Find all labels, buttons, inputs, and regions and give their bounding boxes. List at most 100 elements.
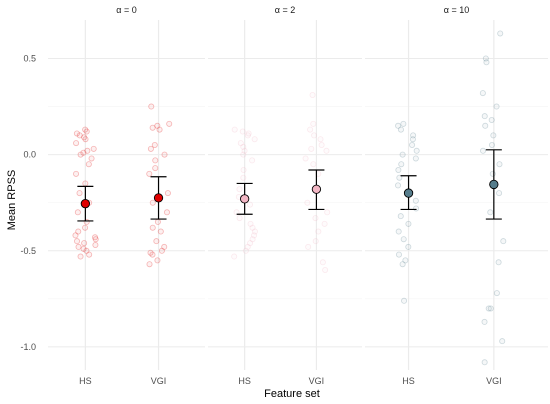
data-point	[488, 117, 495, 124]
labels: 0.5 0.0 -0.5 -1.0 α = 0 HS VGI α = 2 HS VGI α = 10…	[20, 5, 501, 386]
data-point	[397, 126, 404, 133]
data-point	[164, 190, 171, 197]
data-point	[479, 90, 486, 97]
data-point	[412, 155, 419, 162]
data-point	[401, 297, 408, 304]
data-point	[413, 147, 420, 154]
data-point	[81, 134, 88, 141]
data-point	[73, 130, 80, 137]
data-point	[487, 305, 494, 312]
data-point	[83, 128, 90, 135]
data-point	[310, 161, 317, 168]
data-point	[405, 243, 412, 250]
data-point	[154, 122, 161, 129]
data-point	[402, 257, 409, 264]
data-point	[307, 126, 314, 133]
y-tick-label: 0.0	[23, 150, 36, 160]
x-tick-label: VGI	[151, 376, 167, 386]
data-point	[146, 261, 153, 268]
data-point	[245, 130, 252, 137]
data-point	[397, 213, 404, 220]
data-point	[251, 228, 258, 235]
data-point	[88, 155, 95, 162]
data-point	[240, 143, 247, 150]
data-point	[400, 236, 407, 243]
y-tick-label: -0.5	[20, 246, 36, 256]
data-point	[73, 140, 80, 147]
x-tick-label: VGI	[486, 376, 502, 386]
data-point	[154, 218, 161, 225]
data-point	[247, 240, 254, 247]
data-point	[399, 151, 406, 158]
data-point	[496, 190, 503, 197]
data-point	[149, 199, 156, 206]
data-point	[92, 236, 99, 243]
data-point	[161, 151, 168, 158]
data-point	[409, 141, 416, 148]
data-point	[154, 257, 161, 264]
mean-point	[153, 193, 164, 203]
data-point	[146, 170, 153, 177]
data-point	[251, 232, 258, 239]
data-point	[239, 128, 246, 135]
data-point	[161, 243, 168, 250]
data-point	[74, 238, 81, 245]
data-point	[151, 141, 158, 148]
data-point	[80, 149, 87, 156]
data-point	[83, 247, 90, 254]
data-point	[163, 209, 170, 216]
data-point	[158, 247, 165, 254]
data-point	[481, 359, 488, 366]
data-point	[409, 136, 416, 143]
data-point	[157, 228, 164, 235]
data-point	[487, 209, 494, 216]
data-point	[240, 166, 247, 173]
mean-point	[489, 179, 499, 190]
data-point	[488, 141, 495, 148]
facet-title: α = 2	[275, 5, 295, 15]
data-point	[149, 124, 156, 131]
data-point	[249, 224, 256, 231]
data-point	[240, 151, 247, 158]
data-point	[489, 170, 496, 177]
data-point	[156, 126, 163, 133]
data-point	[302, 155, 309, 162]
data-point	[322, 266, 329, 273]
data-point	[148, 103, 155, 110]
data-point	[84, 147, 91, 154]
data-point	[413, 205, 420, 212]
facet-title: α = 10	[444, 5, 469, 15]
data-point	[81, 240, 88, 247]
y-axis-title: Mean RPSS	[6, 170, 18, 231]
data-point	[241, 147, 248, 154]
data-point	[80, 245, 87, 252]
data-point	[147, 249, 154, 256]
data-point	[312, 238, 319, 245]
data-point	[496, 161, 503, 168]
data-point	[82, 224, 89, 231]
data-point	[493, 290, 500, 297]
data-point	[153, 238, 160, 245]
data-point	[481, 113, 488, 120]
data-point	[231, 126, 238, 133]
data-point	[233, 209, 240, 216]
data-point	[82, 136, 89, 143]
x-tick-label: VGI	[309, 376, 325, 386]
data-point	[242, 247, 249, 254]
data-point	[251, 136, 258, 143]
data-point	[77, 151, 84, 158]
data-point	[246, 201, 253, 208]
gridlines	[48, 20, 548, 370]
data-point	[249, 236, 256, 243]
mean-point	[80, 199, 91, 209]
data-point	[490, 132, 497, 139]
data-point	[236, 215, 243, 222]
data-point	[92, 241, 99, 248]
data-point	[85, 161, 92, 168]
data-point	[412, 197, 419, 204]
data-point	[312, 215, 319, 222]
x-axis-title: Feature set	[264, 388, 320, 400]
data-point	[149, 224, 156, 231]
data-point	[309, 92, 316, 99]
